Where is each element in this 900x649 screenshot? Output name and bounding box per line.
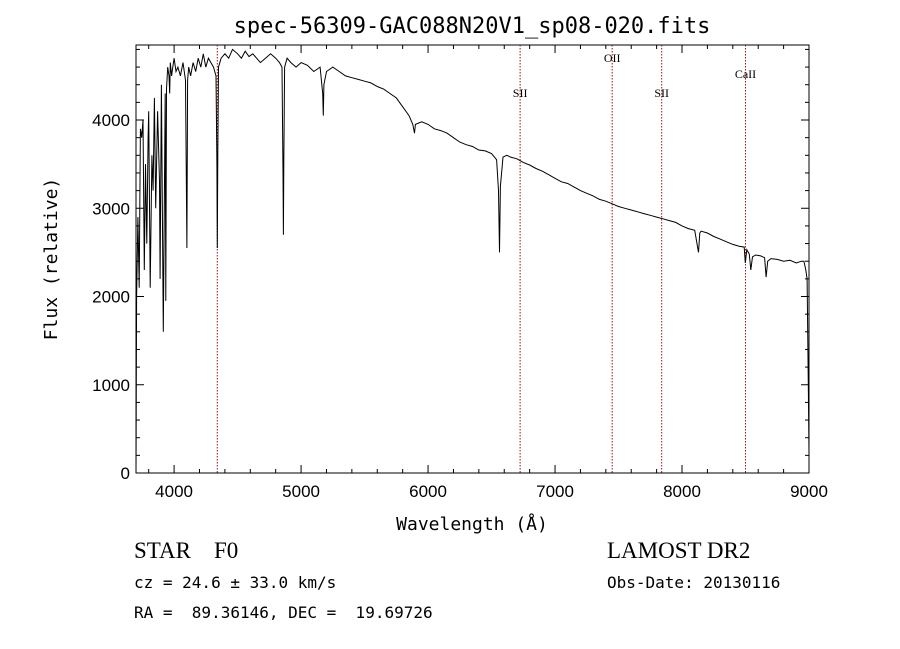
survey-name: LAMOST DR2: [607, 538, 751, 563]
y-axis-label: Flux (relative): [41, 178, 62, 341]
chart-title: spec-56309-GAC088N20V1_sp08-020.fits: [234, 14, 711, 39]
x-tick-label: 9000: [790, 482, 828, 501]
y-tick-label: 1000: [92, 376, 130, 395]
marker-label: SII: [513, 86, 528, 100]
x-axis-label: Wavelength (Å): [396, 513, 548, 535]
x-tick-label: 5000: [282, 482, 320, 501]
y-axis: 0 1000 2000 3000 4000: [92, 48, 809, 483]
x-tick-label: 7000: [536, 482, 574, 501]
marker-label: OII: [604, 51, 621, 65]
marker-label: CaII: [735, 67, 756, 81]
x-tick-label: 6000: [409, 482, 447, 501]
x-tick-label: 4000: [155, 482, 193, 501]
y-tick-label: 3000: [92, 199, 130, 218]
plot-frame: [135, 44, 810, 474]
coordinates: RA = 89.36146, DEC = 19.69726: [134, 603, 433, 622]
spectrum-line: [135, 48, 810, 474]
marker-label: SII: [654, 86, 669, 100]
object-class: STAR F0: [134, 538, 239, 563]
redshift-velocity: cz = 24.6 ± 33.0 km/s: [134, 573, 337, 592]
y-tick-label: 2000: [92, 288, 130, 307]
y-tick-label: 0: [121, 464, 130, 483]
x-axis: 4000 5000 6000 7000 8000 9000: [148, 45, 828, 501]
observation-date: Obs-Date: 20130116: [607, 573, 781, 592]
x-tick-label: 8000: [663, 482, 701, 501]
emission-marker-lines: SII OII SII CaII: [216, 45, 756, 473]
y-tick-label: 4000: [92, 111, 130, 130]
